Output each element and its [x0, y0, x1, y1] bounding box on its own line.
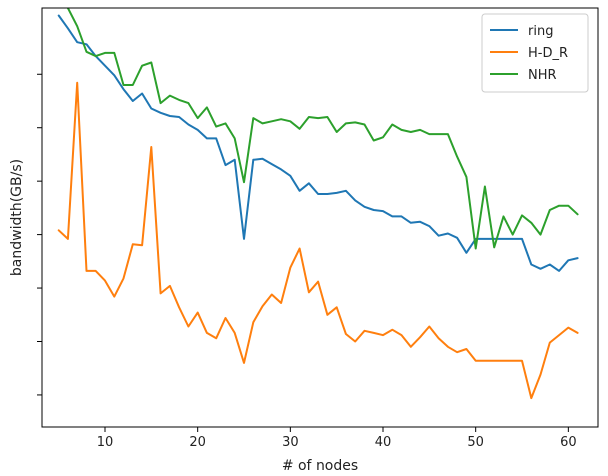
x-tick-label: 10	[97, 435, 114, 450]
series-line-h-d-r	[57, 81, 579, 400]
legend-label: NHR	[528, 68, 557, 83]
series-line-nhr	[66, 8, 579, 250]
legend: ring H-D_R NHR	[481, 13, 589, 93]
x-axis-label: # of nodes	[282, 458, 358, 474]
series-line-ring	[57, 14, 579, 272]
plot-area	[57, 8, 579, 400]
x-tick-label: 30	[282, 435, 299, 450]
x-tick-label: 60	[560, 435, 577, 450]
legend-label: ring	[528, 24, 553, 39]
x-tick-label: 40	[375, 435, 392, 450]
x-tick-label: 20	[189, 435, 206, 450]
plot-frame	[41, 7, 599, 428]
x-tick-label: 50	[467, 435, 484, 450]
legend-box	[481, 13, 589, 93]
y-axis-label: bandwidth(GB/s)	[9, 159, 25, 276]
legend-label: H-D_R	[528, 46, 568, 61]
axis-ticks: 10 20 30 40 50 60	[37, 73, 577, 450]
